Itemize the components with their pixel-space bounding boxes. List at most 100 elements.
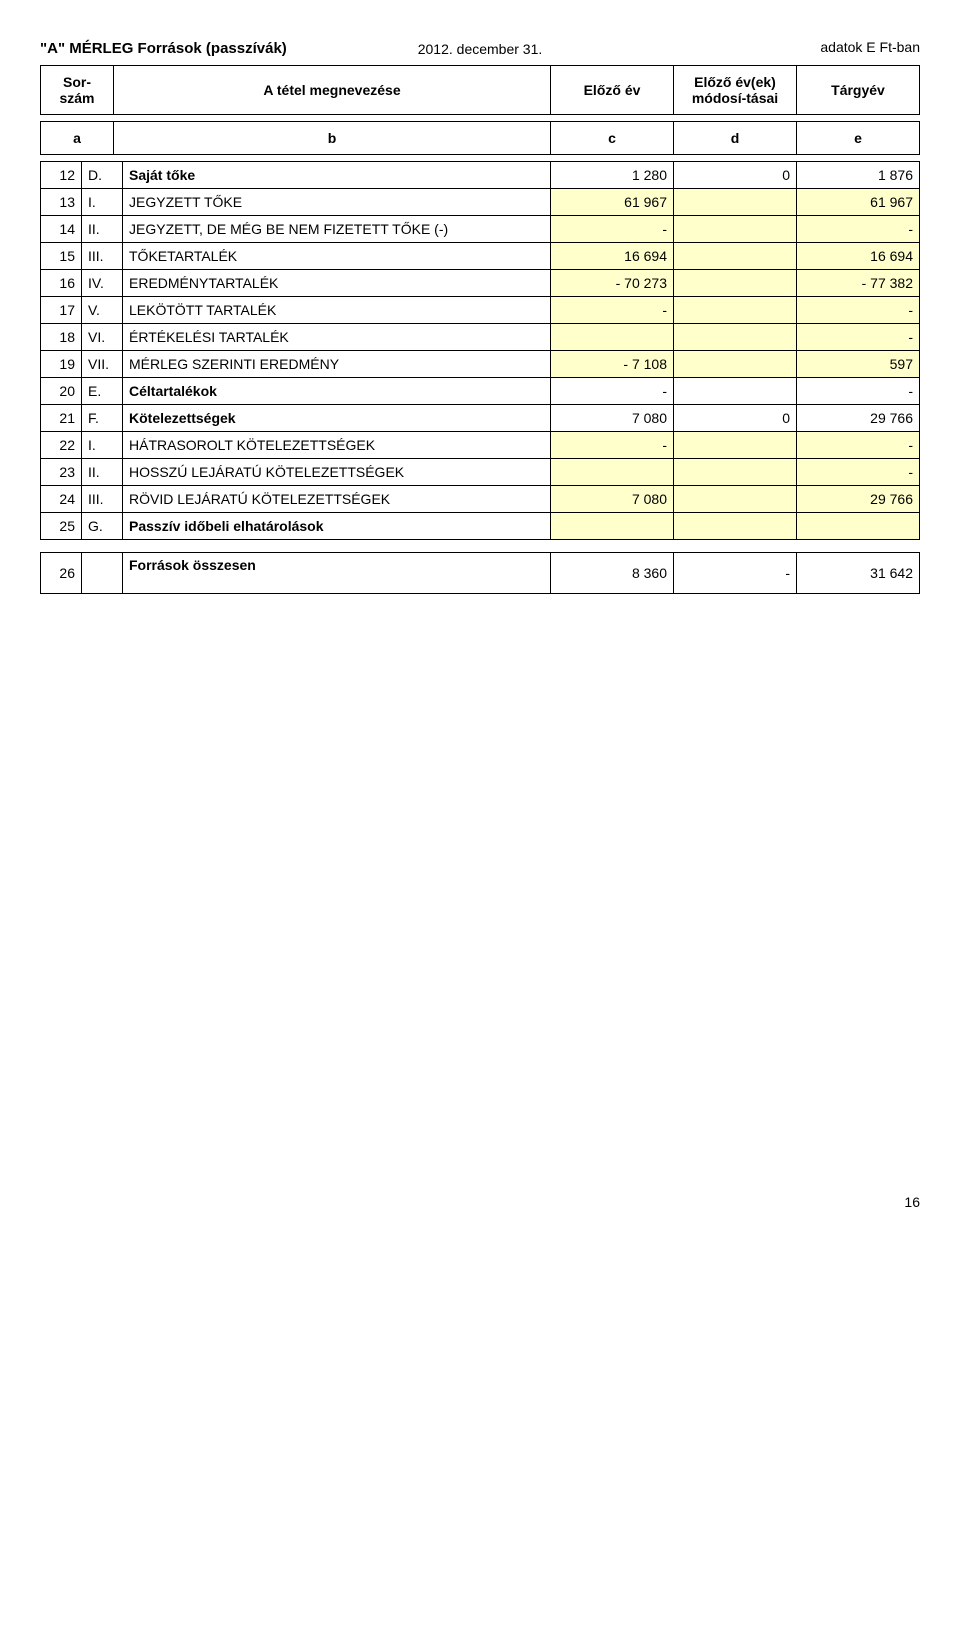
row-value-c: - 70 273 xyxy=(551,270,674,297)
row-value-e: - xyxy=(797,297,920,324)
row-number: 13 xyxy=(41,189,82,216)
row-number: 15 xyxy=(41,243,82,270)
table-row: 15III.TŐKETARTALÉK16 69416 694 xyxy=(41,243,920,270)
row-name: HÁTRASOROLT KÖTELEZETTSÉGEK xyxy=(123,432,551,459)
table-row: 14II.JEGYZETT, DE MÉG BE NEM FIZETETT TŐ… xyxy=(41,216,920,243)
row-name: TŐKETARTALÉK xyxy=(123,243,551,270)
row-value-c: - xyxy=(551,216,674,243)
row-value-e: 597 xyxy=(797,351,920,378)
row-roman: I. xyxy=(82,189,123,216)
row-roman: D. xyxy=(82,162,123,189)
label-a: a xyxy=(41,122,114,155)
row-value-e: 29 766 xyxy=(797,486,920,513)
row-roman: F. xyxy=(82,405,123,432)
label-b: b xyxy=(114,122,551,155)
row-value-d xyxy=(674,189,797,216)
row-roman: VII. xyxy=(82,351,123,378)
row-value-e xyxy=(797,513,920,540)
total-number: 26 xyxy=(41,553,82,594)
row-value-e: - xyxy=(797,216,920,243)
row-value-d: 0 xyxy=(674,162,797,189)
row-roman: G. xyxy=(82,513,123,540)
row-name: Passzív időbeli elhatárolások xyxy=(123,513,551,540)
row-number: 25 xyxy=(41,513,82,540)
row-number: 12 xyxy=(41,162,82,189)
table-row: 20E.Céltartalékok-- xyxy=(41,378,920,405)
row-value-c xyxy=(551,324,674,351)
row-value-e: 61 967 xyxy=(797,189,920,216)
total-e: 31 642 xyxy=(797,553,920,594)
table-row: 12D.Saját tőke1 28001 876 xyxy=(41,162,920,189)
row-number: 16 xyxy=(41,270,82,297)
row-value-e: 16 694 xyxy=(797,243,920,270)
row-value-e: 29 766 xyxy=(797,405,920,432)
row-number: 18 xyxy=(41,324,82,351)
table-row: 23II.HOSSZÚ LEJÁRATÚ KÖTELEZETTSÉGEK- xyxy=(41,459,920,486)
row-value-d xyxy=(674,351,797,378)
header-col-c: Előző év xyxy=(551,66,674,115)
header-col-e: Tárgyév xyxy=(797,66,920,115)
data-table: 12D.Saját tőke1 28001 87613I.JEGYZETT TŐ… xyxy=(40,161,920,540)
row-value-d xyxy=(674,324,797,351)
row-name: JEGYZETT, DE MÉG BE NEM FIZETETT TŐKE (-… xyxy=(123,216,551,243)
row-value-e: - xyxy=(797,432,920,459)
row-roman: I. xyxy=(82,432,123,459)
row-name: HOSSZÚ LEJÁRATÚ KÖTELEZETTSÉGEK xyxy=(123,459,551,486)
row-number: 24 xyxy=(41,486,82,513)
abcde-row: a b c d e xyxy=(41,122,920,155)
row-value-d: 0 xyxy=(674,405,797,432)
row-name: Kötelezettségek xyxy=(123,405,551,432)
row-roman: II. xyxy=(82,459,123,486)
row-number: 17 xyxy=(41,297,82,324)
total-row: 26 Források összesen 8 360 - 31 642 xyxy=(41,553,920,594)
header-col-d: Előző év(ek) módosí-tásai xyxy=(674,66,797,115)
row-value-c: 1 280 xyxy=(551,162,674,189)
row-roman: V. xyxy=(82,297,123,324)
total-d: - xyxy=(674,553,797,594)
row-name: EREDMÉNYTARTALÉK xyxy=(123,270,551,297)
header-name: A tétel megnevezése xyxy=(114,66,551,115)
row-value-e: - xyxy=(797,378,920,405)
row-name: RÖVID LEJÁRATÚ KÖTELEZETTSÉGEK xyxy=(123,486,551,513)
total-roman xyxy=(82,553,123,594)
header-table: Sor-szám A tétel megnevezése Előző év El… xyxy=(40,65,920,115)
label-d: d xyxy=(674,122,797,155)
row-value-e: - xyxy=(797,459,920,486)
row-roman: E. xyxy=(82,378,123,405)
row-roman: IV. xyxy=(82,270,123,297)
row-value-c: 16 694 xyxy=(551,243,674,270)
row-value-d xyxy=(674,432,797,459)
row-name: ÉRTÉKELÉSI TARTALÉK xyxy=(123,324,551,351)
row-number: 20 xyxy=(41,378,82,405)
row-value-d xyxy=(674,243,797,270)
row-value-c: - xyxy=(551,297,674,324)
table-row: 24III.RÖVID LEJÁRATÚ KÖTELEZETTSÉGEK7 08… xyxy=(41,486,920,513)
page-number: 16 xyxy=(40,1194,920,1210)
table-row: 17V.LEKÖTÖTT TARTALÉK-- xyxy=(41,297,920,324)
row-value-d xyxy=(674,216,797,243)
row-value-c: - xyxy=(551,432,674,459)
row-number: 14 xyxy=(41,216,82,243)
row-name: MÉRLEG SZERINTI EREDMÉNY xyxy=(123,351,551,378)
row-value-e: - xyxy=(797,324,920,351)
total-table: 26 Források összesen 8 360 - 31 642 xyxy=(40,552,920,594)
row-value-d xyxy=(674,297,797,324)
row-value-e: 1 876 xyxy=(797,162,920,189)
row-roman: III. xyxy=(82,486,123,513)
row-number: 21 xyxy=(41,405,82,432)
row-value-e: - 77 382 xyxy=(797,270,920,297)
row-name: JEGYZETT TŐKE xyxy=(123,189,551,216)
row-value-c: 7 080 xyxy=(551,405,674,432)
table-row: 22I.HÁTRASOROLT KÖTELEZETTSÉGEK-- xyxy=(41,432,920,459)
table-row: 16IV.EREDMÉNYTARTALÉK- 70 273 - 77 382 xyxy=(41,270,920,297)
row-value-d xyxy=(674,459,797,486)
table-row: 25G.Passzív időbeli elhatárolások xyxy=(41,513,920,540)
row-number: 22 xyxy=(41,432,82,459)
table-row: 21F.Kötelezettségek7 080029 766 xyxy=(41,405,920,432)
total-name: Források összesen xyxy=(123,553,551,594)
row-roman: III. xyxy=(82,243,123,270)
row-value-c: - xyxy=(551,378,674,405)
header-sorszam: Sor-szám xyxy=(41,66,114,115)
row-value-d xyxy=(674,513,797,540)
table-row: 19VII.MÉRLEG SZERINTI EREDMÉNY- 7 108597 xyxy=(41,351,920,378)
